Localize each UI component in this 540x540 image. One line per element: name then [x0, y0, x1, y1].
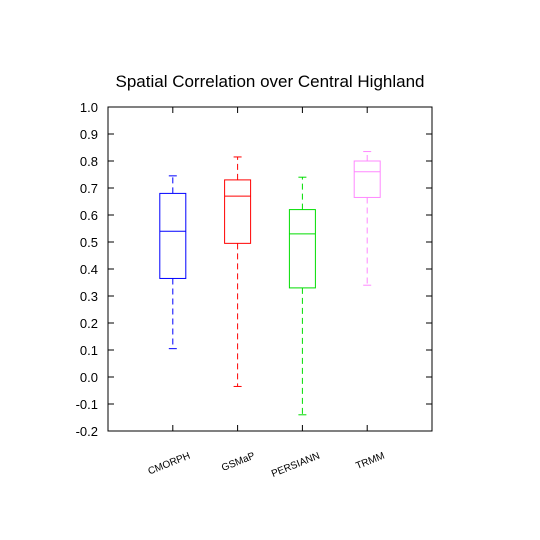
- box-gsmap: [224, 156, 252, 387]
- x-tick-label: CMORPH: [147, 451, 192, 478]
- x-tick-label: GSMaP: [220, 450, 257, 473]
- box-trmm: [353, 151, 381, 286]
- y-axis: -0.2 -0.1 0.0 0.1 0.2 0.3 0.4 0.5 0.6 0.7 0.8 0.9 1.…: [76, 100, 432, 439]
- iqr-box: [224, 179, 252, 244]
- y-tick-label: 1.0: [80, 100, 98, 115]
- x-tick-label: TRMM: [354, 451, 386, 472]
- x-tick-label: PERSIANN: [270, 451, 322, 480]
- iqr-box: [353, 160, 381, 198]
- y-tick-label: 0.5: [80, 235, 98, 250]
- iqr-box: [159, 192, 187, 279]
- x-axis: CMORPH GSMaP PERSIANN TRMM: [147, 107, 386, 480]
- plot-frame: [107, 106, 433, 432]
- chart-title: Spatial Correlation over Central Highlan…: [116, 72, 425, 91]
- y-tick-label: 0.4: [80, 262, 98, 277]
- y-tick-label: -0.2: [76, 424, 98, 439]
- y-tick-label: 0.3: [80, 289, 98, 304]
- y-tick-label: -0.1: [76, 397, 98, 412]
- box-cmorph: [159, 175, 187, 350]
- y-tick-label: 0.6: [80, 208, 98, 223]
- iqr-box: [288, 209, 316, 289]
- y-tick-label: 0.7: [80, 181, 98, 196]
- y-tick-label: 0.8: [80, 154, 98, 169]
- y-tick-label: 0.9: [80, 127, 98, 142]
- box-persiann: [288, 176, 316, 416]
- boxes: [159, 151, 381, 416]
- y-tick-label: 0.0: [80, 370, 98, 385]
- y-tick-label: 0.1: [80, 343, 98, 358]
- y-tick-label: 0.2: [80, 316, 98, 331]
